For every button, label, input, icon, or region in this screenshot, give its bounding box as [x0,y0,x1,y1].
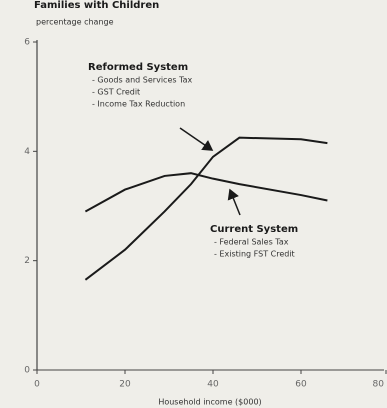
annotation-item: - Goods and Services Tax [92,76,193,85]
y-tick-label: 2 [24,256,30,266]
x-tick-label: 80 [373,380,385,390]
y-tick-label: 6 [24,38,30,48]
line [84,136,328,281]
annotation-item: - Income Tax Reduction [92,100,185,109]
y-axis-label: percentage change [36,18,114,27]
annotation-title: Current System [210,224,298,235]
x-axis-label: Household income ($000) [158,398,261,407]
y-tick-label: 0 [24,366,30,376]
line [84,172,328,213]
annotation-item: - GST Credit [92,88,140,97]
x-tick-label: 60 [295,380,307,390]
x-tick-label: 20 [119,380,131,390]
annotation-title: Reformed System [88,62,188,73]
x-tick-label: 40 [207,380,219,390]
y-tick-label: 4 [24,147,30,157]
chart-title: Families with Children [34,0,159,11]
x-tick-label: 0 [34,380,40,390]
annotation-item: - Federal Sales Tax [214,238,289,247]
reformed-arrow [179,127,214,151]
annotation-item: - Existing FST Credit [214,250,295,259]
current-arrow [227,188,241,216]
